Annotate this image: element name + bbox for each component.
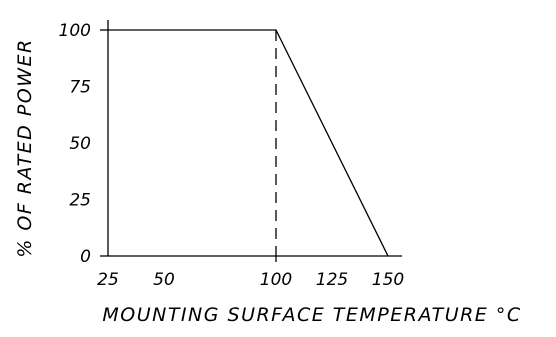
y-axis-title: % OF RATED POWER [14, 38, 36, 258]
y-tick-label: 0 [80, 247, 91, 267]
x-tick-label: 25 [97, 270, 119, 290]
y-tick-label: 100 [59, 21, 91, 41]
x-tick-label: 100 [260, 270, 292, 290]
x-axis-title: MOUNTING SURFACE TEMPERATURE °C [102, 304, 521, 326]
axes [100, 20, 402, 262]
x-tick-label: 150 [372, 270, 404, 290]
y-tick-label: 75 [69, 78, 91, 98]
x-tick-label: 50 [153, 270, 175, 290]
x-tick-labels: 25 50 100 125 150 [97, 270, 404, 290]
series [108, 29, 389, 257]
y-tick-label: 25 [69, 191, 91, 211]
y-tick-labels: 0 25 50 75 100 [59, 21, 91, 267]
series-line-0 [108, 29, 389, 257]
x-tick-label: 125 [316, 270, 348, 290]
y-tick-label: 50 [69, 134, 91, 154]
